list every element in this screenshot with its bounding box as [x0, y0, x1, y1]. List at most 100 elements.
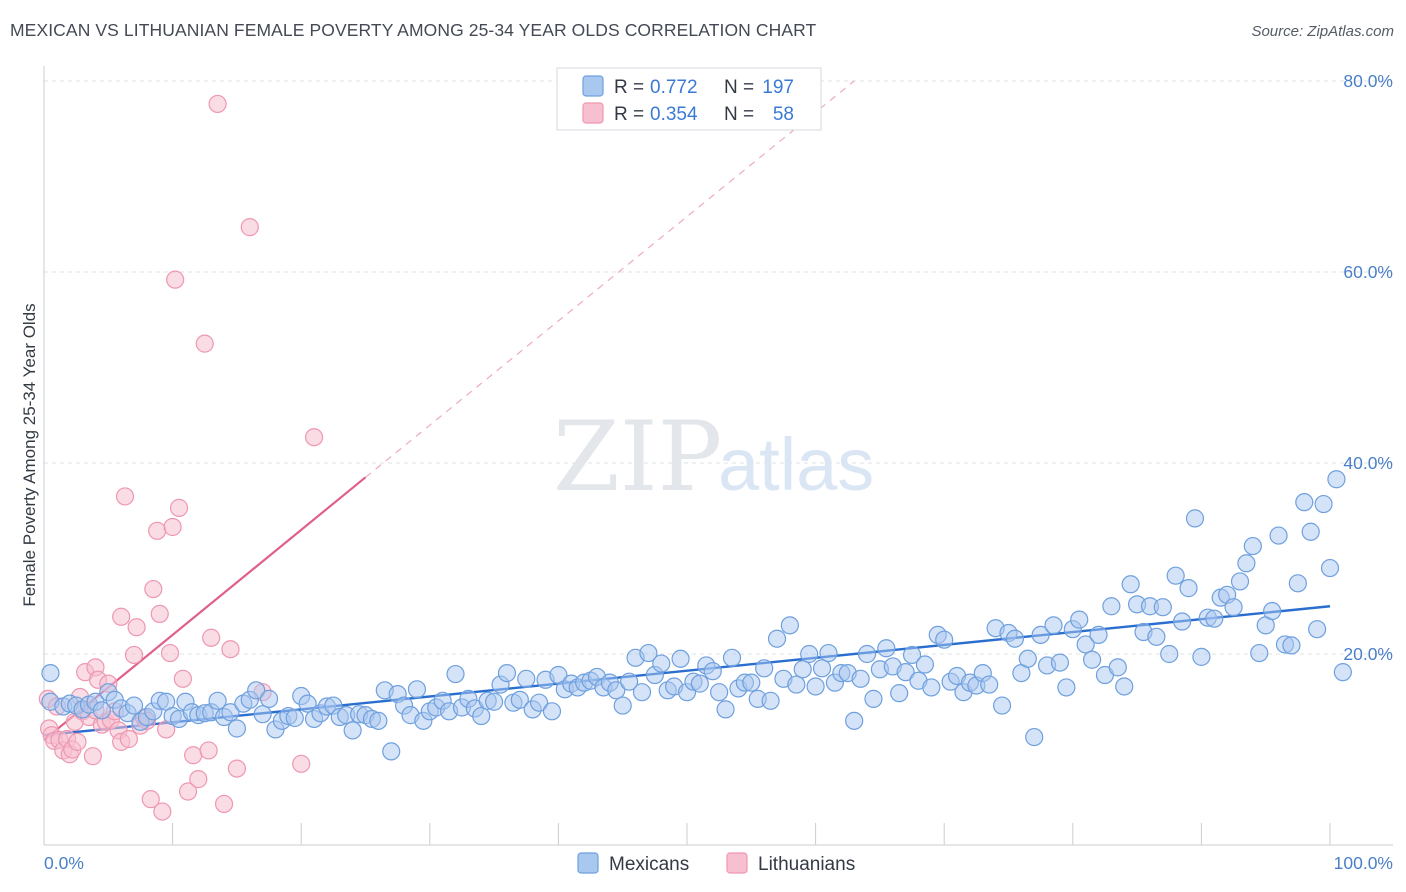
mexicans-point: [992, 696, 1012, 715]
lithuanians-point: [148, 521, 167, 540]
mexicans-point: [787, 675, 806, 694]
mexicans-point: [1179, 579, 1198, 598]
mexicans-point: [510, 690, 529, 709]
mexicans-point: [497, 663, 517, 683]
mexicans-point: [1333, 663, 1352, 682]
legend-r-label: R =: [614, 104, 644, 125]
mexicans-point: [1005, 629, 1025, 648]
mexicans-point: [1018, 649, 1037, 668]
y-axis-label: Female Poverty Among 25-34 Year Olds: [20, 303, 39, 606]
mexicans-point: [1082, 650, 1102, 669]
mexicans-point: [851, 669, 870, 688]
lithuanians-point: [68, 732, 87, 751]
mexicans-point: [935, 630, 954, 649]
mexicans-point: [1282, 636, 1301, 655]
mexicans-point: [890, 684, 909, 703]
watermark-zip: ZIP: [553, 401, 722, 513]
lithuanians-point: [221, 640, 240, 659]
x-tick-min: 0.0%: [44, 853, 84, 873]
lithuanians-point: [240, 218, 259, 237]
lithuanians-point: [115, 487, 135, 506]
mexicans-point: [472, 706, 491, 726]
lithuanians-point: [184, 746, 203, 765]
lithuanians-point: [208, 94, 227, 114]
mexicans-point: [812, 659, 832, 678]
mexicans-point: [1166, 566, 1185, 585]
mexicans-points: [41, 470, 1352, 761]
lithuanians-point: [112, 607, 131, 626]
mexicans-point: [285, 708, 304, 728]
lithuanians-point: [195, 334, 214, 353]
mexicans-point: [1076, 635, 1095, 654]
mexicans-point: [407, 680, 427, 699]
mexicans-point: [382, 742, 401, 761]
lithuanians-point: [166, 270, 185, 289]
x-tick-max: 100.0%: [1334, 853, 1393, 873]
mexicans-point: [1089, 625, 1108, 645]
mexicans-point: [298, 694, 317, 713]
lithuanians-point: [127, 618, 146, 637]
mexicans-point: [1173, 612, 1192, 631]
mexicans-point: [1115, 677, 1134, 696]
mexicans-point: [780, 616, 799, 635]
mexicans-point: [864, 689, 883, 708]
mexicans-point: [793, 660, 812, 679]
mexicans-point: [1192, 647, 1211, 666]
mexicans-point: [1102, 597, 1121, 616]
mexicans-point: [247, 681, 266, 700]
lithuanians-point: [141, 790, 160, 809]
lithuanians-point: [153, 802, 172, 821]
mexicans-point: [1044, 616, 1063, 635]
mexicans-point: [1057, 678, 1076, 697]
mexicans-point: [703, 662, 722, 681]
grid-lines: [44, 80, 1393, 655]
mexicans-point: [1108, 658, 1127, 677]
mexicans-point: [1031, 625, 1050, 645]
mexicans-point: [1237, 554, 1256, 573]
bottom-legend-mexicans: Mexicans: [609, 854, 689, 875]
mexicans-point: [208, 691, 227, 710]
legend-r-value: 0.354: [650, 104, 698, 125]
mexicans-point: [1288, 574, 1307, 593]
mexicans-point: [1224, 598, 1243, 617]
legend-r-label: R =: [614, 77, 644, 98]
mexicans-point: [259, 689, 279, 708]
lithuanians-point: [189, 770, 208, 789]
mexicans-point: [1070, 610, 1089, 629]
lithuanians-point: [160, 643, 180, 663]
y-tick-label: 20.0%: [1343, 644, 1393, 664]
lithuanians-point: [163, 517, 182, 537]
mexicans-point: [253, 705, 272, 724]
lithuanians-point: [119, 729, 138, 749]
mexicans-point: [1153, 598, 1172, 617]
lithuanians-point: [83, 747, 102, 766]
source-credit: Source: ZipAtlas.com: [1251, 23, 1394, 40]
mexicans-point: [857, 644, 877, 664]
lithuanians-point: [178, 782, 198, 801]
bottom-legend: Mexicans Lithuanians: [577, 852, 855, 875]
legend-box: R = 0.772 N = 197 R = 0.354 N = 58: [556, 67, 822, 131]
mexicans-point: [710, 683, 729, 702]
mexicans-point: [1230, 572, 1250, 591]
mexicans-point: [915, 655, 935, 674]
mexicans-point: [446, 664, 465, 684]
mexicans-point: [1320, 558, 1340, 578]
mexicans-point: [722, 648, 742, 667]
mexicans-point: [800, 644, 819, 664]
watermark: ZIP atlas: [553, 401, 874, 513]
mexicans-point: [742, 673, 761, 692]
chart-title: MEXICAN VS LITHUANIAN FEMALE POVERTY AMO…: [10, 20, 817, 40]
mexicans-point: [671, 649, 690, 668]
legend-n-label: N =: [724, 104, 754, 125]
mexicans-point: [767, 629, 787, 648]
mexicans-point: [1025, 727, 1044, 747]
mexicans-point: [1327, 470, 1346, 489]
mexicans-point: [1250, 643, 1269, 663]
mexicans-point: [1185, 509, 1205, 528]
mexicans-point: [124, 696, 144, 715]
mexicans-point: [542, 702, 562, 721]
mexicans-point: [639, 643, 658, 663]
lithuanians-point: [169, 498, 189, 517]
lithuanians-point: [173, 669, 192, 688]
